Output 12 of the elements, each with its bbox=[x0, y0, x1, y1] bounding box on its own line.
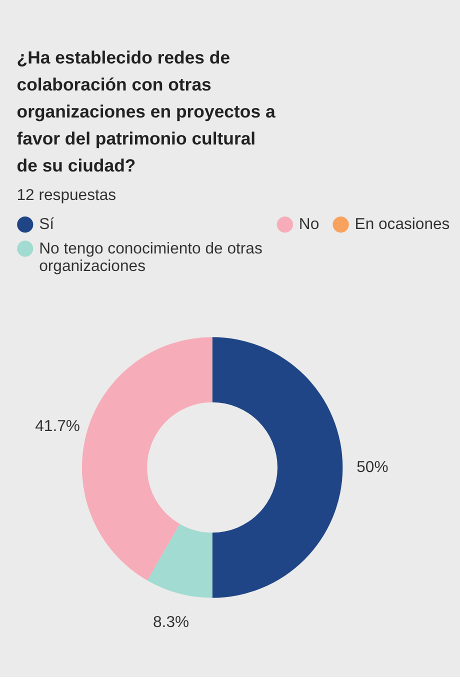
data-label: 50% bbox=[356, 459, 388, 476]
chart-subtitle: 12 respuestas bbox=[16, 187, 116, 204]
data-label: 41.7% bbox=[35, 418, 80, 435]
donut-slice bbox=[82, 337, 212, 581]
data-label: 8.3% bbox=[152, 614, 190, 631]
legend-label: En ocasiones bbox=[354, 216, 450, 234]
legend-label: Sí bbox=[39, 216, 55, 234]
legend-label: No bbox=[298, 216, 320, 234]
donut-slice bbox=[212, 337, 342, 598]
chart-title: ¿Ha establecido redes de colaboración con otras organizaciones en proyectos a favor del patrimonio cultural de su ciudad? bbox=[16, 47, 276, 176]
donut-slice bbox=[147, 524, 212, 598]
legend-label: No tengo conocimiento de otras organizaciones bbox=[39, 240, 262, 275]
